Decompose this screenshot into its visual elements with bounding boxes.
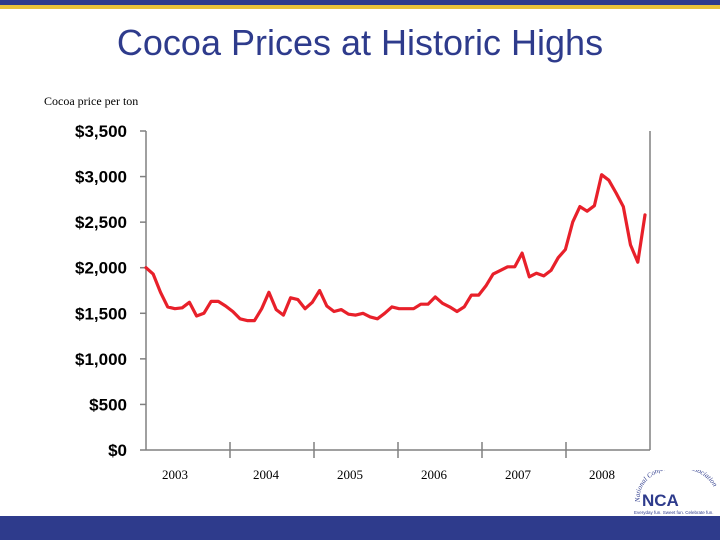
chart-subtitle: Cocoa price per ton xyxy=(44,94,139,108)
y-tick-label: $2,500 xyxy=(75,213,127,232)
y-tick-label: $3,000 xyxy=(75,168,127,187)
y-tick-label: $500 xyxy=(89,395,127,414)
x-year-label: 2004 xyxy=(253,467,280,482)
y-tick-label: $1,000 xyxy=(75,350,127,369)
y-tick-label: $3,500 xyxy=(75,122,127,141)
y-tick-label: $1,500 xyxy=(75,304,127,323)
top-gold-stripe xyxy=(0,5,720,9)
slide-title: Cocoa Prices at Historic Highs xyxy=(116,22,604,63)
top-accent-bar xyxy=(0,0,720,12)
x-year-label: 2003 xyxy=(162,467,188,482)
x-year-label: 2006 xyxy=(421,467,448,482)
cocoa-price-chart: $0 $500 $1,000 $1,500 $2,000 $2,500 $3,000 $3,5… xyxy=(75,122,651,482)
x-year-label: 2005 xyxy=(337,467,363,482)
y-tick-label: $2,000 xyxy=(75,259,127,278)
top-blue-stripe xyxy=(0,0,720,5)
y-tick-label: $0 xyxy=(108,441,127,460)
logo-tagline: Everyday fun. Sweet fun. Celebrate fun. xyxy=(634,510,714,515)
bottom-accent-bar xyxy=(0,516,720,540)
price-series-line xyxy=(144,173,647,323)
logo-mark: NCA xyxy=(642,491,679,510)
nca-logo: National Confectioners Association NCA E… xyxy=(634,470,720,515)
x-year-label: 2008 xyxy=(589,467,615,482)
x-year-label: 2007 xyxy=(505,467,532,482)
